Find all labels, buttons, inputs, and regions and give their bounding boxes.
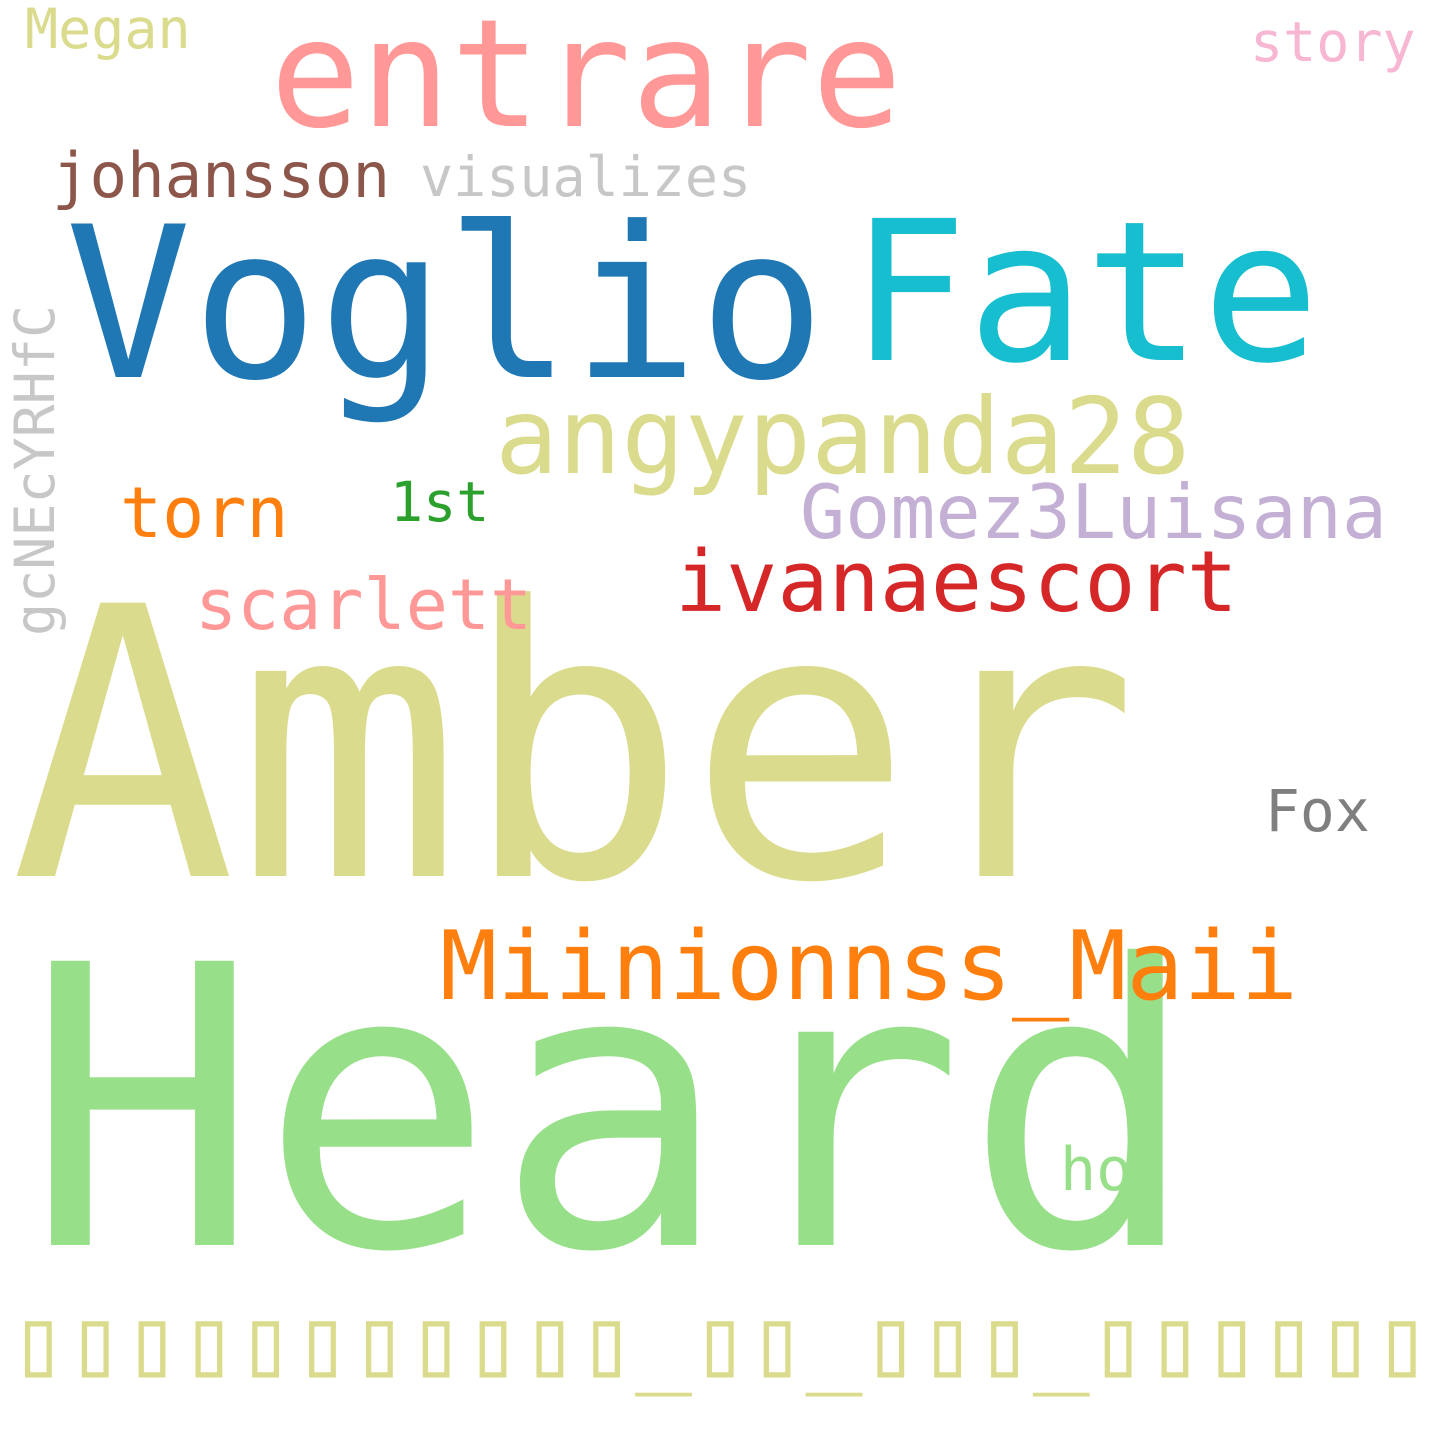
- word-story: story: [1250, 10, 1416, 74]
- word-gcnecyrhfc: gcNEcYRHfC: [3, 304, 67, 636]
- word-miinionnss-maii: Miinionnss_Maii: [440, 912, 1298, 1022]
- word-missing-glyphs: ▯▯▯▯▯▯▯▯▯▯▯_▯▯_▯▯▯_▯▯▯▯▯▯: [10, 1287, 1431, 1397]
- word-heard: Heard: [25, 883, 1199, 1337]
- word-ivanaescort: ivanaescort: [675, 533, 1238, 632]
- word-entrare: entrare: [270, 0, 903, 162]
- word-fate: Fate: [850, 179, 1320, 406]
- word-fox: Fox: [1265, 777, 1370, 845]
- word-gomez3luisana: Gomez3Luisana: [800, 468, 1387, 556]
- word-johansson: johansson: [52, 139, 391, 212]
- word-amber: Amber: [10, 529, 1139, 965]
- word-hot: hot: [1060, 1135, 1169, 1205]
- word-voglio: Voglio: [65, 182, 826, 427]
- word-visualizes: visualizes: [420, 145, 752, 209]
- word-1st: 1st: [390, 470, 490, 534]
- word-scarlett: scarlett: [195, 564, 533, 646]
- word-angypanda28: angypanda28: [495, 376, 1191, 498]
- word-megan: Megan: [25, 0, 191, 61]
- word-torn: torn: [120, 472, 289, 554]
